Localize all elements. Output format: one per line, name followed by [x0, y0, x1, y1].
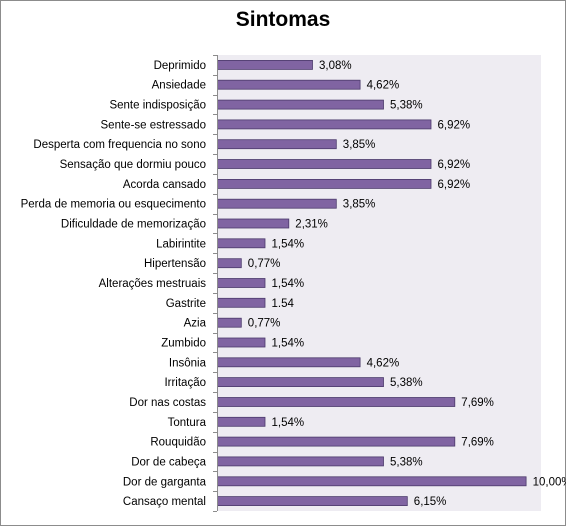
- plot-area: [217, 55, 541, 511]
- category-label: Deprimido: [154, 60, 206, 72]
- category-label: Desperta com frequencia no sono: [33, 139, 206, 151]
- bar: [217, 178, 432, 189]
- bar: [217, 218, 290, 229]
- chart-title: Sintomas: [235, 8, 331, 31]
- bar: [217, 317, 242, 328]
- data-label: 2,31%: [295, 219, 328, 231]
- category-label: Insônia: [169, 357, 207, 369]
- data-label: 6,92%: [438, 179, 471, 191]
- bar: [217, 496, 408, 507]
- data-label: 3,85%: [343, 139, 376, 151]
- category-label: Sente indisposição: [109, 100, 206, 112]
- bar: [217, 79, 361, 90]
- data-label: 4,62%: [367, 357, 400, 369]
- category-label: Zumbido: [161, 338, 206, 350]
- bar: [217, 198, 337, 209]
- category-label: Labirintite: [156, 238, 206, 250]
- category-label: Hipertensão: [144, 258, 206, 270]
- data-label: 6,92%: [438, 119, 471, 131]
- category-label: Alterações mestruais: [99, 278, 207, 290]
- category-label: Azia: [184, 318, 207, 330]
- category-label: Dor de garganta: [123, 476, 207, 488]
- data-label: 5,38%: [390, 456, 423, 468]
- bar: [217, 60, 313, 70]
- bar: [217, 476, 527, 487]
- category-label: Gastrite: [166, 298, 206, 310]
- category-label: Cansaço mental: [123, 496, 206, 508]
- category-label: Ansiedade: [152, 80, 206, 92]
- bar: [217, 278, 266, 288]
- bar: [217, 238, 266, 249]
- data-labels: 3,08% 4,62% 5,38% 6,92% 3,85% 6,92% 6,92% 3,85%…: [248, 60, 566, 508]
- bar: [217, 397, 456, 407]
- bar: [217, 357, 361, 368]
- data-label: 3,85%: [343, 199, 376, 211]
- bar: [217, 119, 432, 130]
- category-label: Dor de cabeça: [131, 456, 206, 468]
- category-label: Dificuldade de memorização: [61, 219, 206, 231]
- category-label: Acorda cansado: [123, 179, 206, 191]
- data-label: 0,77%: [248, 258, 281, 270]
- data-label: 3,08%: [319, 60, 352, 72]
- category-label: Rouquidão: [150, 437, 206, 449]
- data-label: 1,54%: [272, 278, 305, 290]
- category-label: Sente-se estressado: [101, 119, 206, 131]
- ticks-layer: [213, 55, 217, 512]
- data-label: 5,38%: [390, 377, 423, 389]
- bar: [217, 337, 266, 348]
- category-labels: Deprimido Ansiedade Sente indisposição Sent…: [21, 60, 207, 508]
- data-label: 1.54: [272, 298, 295, 310]
- bar: [217, 159, 432, 169]
- category-label: Dor nas costas: [129, 397, 206, 409]
- data-label: 7,69%: [461, 437, 494, 449]
- bar: [217, 297, 266, 308]
- data-label: 0,77%: [248, 318, 281, 330]
- category-label: Tontura: [168, 417, 207, 429]
- bar: [217, 456, 384, 467]
- category-label: Irritação: [164, 377, 206, 389]
- category-label: Sensação que dormiu pouco: [60, 159, 206, 171]
- data-label: 7,69%: [461, 397, 494, 409]
- bar: [217, 416, 266, 427]
- data-label: 1,54%: [272, 417, 305, 429]
- bar: [217, 436, 456, 447]
- data-label: 1,54%: [272, 338, 305, 350]
- data-label: 4,62%: [367, 80, 400, 92]
- bar: [217, 258, 242, 269]
- category-label: Perda de memoria ou esquecimento: [21, 199, 206, 211]
- bar: [217, 139, 337, 150]
- data-label: 1,54%: [272, 238, 305, 250]
- data-label: 5,38%: [390, 100, 423, 112]
- bar: [217, 377, 384, 388]
- data-label: 6,92%: [438, 159, 471, 171]
- data-label: 6,15%: [414, 496, 447, 508]
- data-label: 10,00%: [533, 476, 566, 488]
- bar: [217, 99, 384, 110]
